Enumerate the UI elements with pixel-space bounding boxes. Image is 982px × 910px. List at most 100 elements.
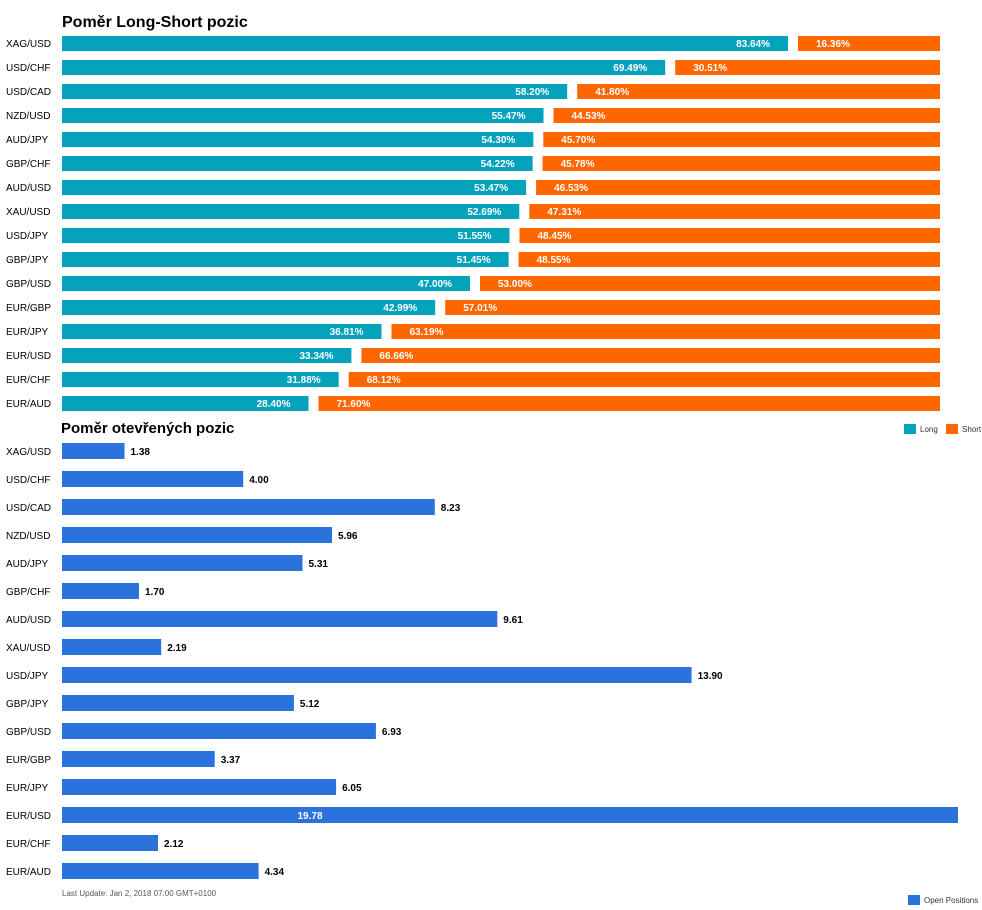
ls-category-label-gbp-chf: GBP/CHF bbox=[6, 159, 50, 170]
legend-long-short: Long Short bbox=[904, 424, 982, 434]
long-bar-aud-jpy bbox=[62, 132, 534, 147]
long-bar-eur-aud bbox=[62, 396, 309, 411]
open-value-label-eur-jpy: 6.05 bbox=[342, 783, 362, 794]
last-update-text: Last Update: Jan 2, 2018 07:00 GMT+0100 bbox=[62, 889, 217, 898]
op-category-label-eur-aud: EUR/AUD bbox=[6, 867, 51, 878]
open-value-label-usd-chf: 4.00 bbox=[249, 475, 269, 486]
short-bar-aud-jpy bbox=[543, 132, 940, 147]
long-bar-eur-jpy bbox=[62, 324, 382, 339]
short-bar-usd-cad bbox=[577, 84, 940, 99]
ls-category-label-gbp-jpy: GBP/JPY bbox=[6, 255, 49, 266]
long-value-label-eur-usd: 33.34% bbox=[299, 351, 333, 362]
open-value-label-xag-usd: 1.38 bbox=[131, 447, 151, 458]
legend-open-label: Open Positions bbox=[924, 896, 978, 905]
short-bar-eur-jpy bbox=[391, 324, 940, 339]
long-value-label-gbp-jpy: 51.45% bbox=[457, 255, 491, 266]
long-short-chart: Poměr Long-Short pozic XAG/USD 83.64% 16.3… bbox=[6, 14, 940, 411]
open-value-label-eur-usd: 19.78 bbox=[297, 811, 322, 822]
op-category-label-gbp-chf: GBP/CHF bbox=[6, 587, 50, 598]
long-bar-usd-chf bbox=[62, 60, 666, 75]
short-value-label-eur-chf: 68.12% bbox=[367, 375, 401, 386]
open-bar-gbp-jpy bbox=[62, 695, 294, 711]
open-value-label-usd-cad: 8.23 bbox=[441, 503, 461, 514]
open-value-label-xau-usd: 2.19 bbox=[167, 643, 187, 654]
ls-category-label-usd-cad: USD/CAD bbox=[6, 87, 51, 98]
short-value-label-aud-jpy: 45.70% bbox=[561, 135, 595, 146]
op-category-label-aud-usd: AUD/USD bbox=[6, 615, 51, 626]
long-short-chart-title: Poměr Long-Short pozic bbox=[62, 14, 248, 31]
long-bar-gbp-chf bbox=[62, 156, 533, 171]
legend-open-swatch bbox=[908, 895, 920, 905]
op-category-label-usd-jpy: USD/JPY bbox=[6, 671, 49, 682]
short-value-label-usd-cad: 41.80% bbox=[595, 87, 629, 98]
long-value-label-aud-jpy: 54.30% bbox=[481, 135, 515, 146]
open-bar-nzd-usd bbox=[62, 527, 332, 543]
short-value-label-eur-gbp: 57.01% bbox=[463, 303, 497, 314]
short-value-label-eur-usd: 66.66% bbox=[379, 351, 413, 362]
op-category-label-eur-jpy: EUR/JPY bbox=[6, 783, 49, 794]
short-bar-xag-usd bbox=[798, 36, 940, 51]
open-bar-usd-cad bbox=[62, 499, 435, 515]
short-value-label-usd-jpy: 48.45% bbox=[538, 231, 572, 242]
ls-category-label-eur-usd: EUR/USD bbox=[6, 351, 51, 362]
short-value-label-eur-jpy: 63.19% bbox=[410, 327, 444, 338]
long-value-label-eur-jpy: 36.81% bbox=[330, 327, 364, 338]
short-bar-nzd-usd bbox=[553, 108, 940, 123]
open-bar-eur-gbp bbox=[62, 751, 215, 767]
long-value-label-xag-usd: 83.64% bbox=[736, 39, 770, 50]
open-value-label-gbp-usd: 6.93 bbox=[382, 727, 402, 738]
open-positions-chart: Poměr otevřených pozic XAG/USD 1.38 USD/CH… bbox=[6, 420, 958, 879]
short-bar-gbp-jpy bbox=[518, 252, 940, 267]
long-value-label-eur-aud: 28.40% bbox=[257, 399, 291, 410]
short-value-label-gbp-usd: 53.00% bbox=[498, 279, 532, 290]
open-bar-aud-jpy bbox=[62, 555, 303, 571]
legend-long-swatch bbox=[904, 424, 916, 434]
long-bar-eur-chf bbox=[62, 372, 339, 387]
open-bar-gbp-chf bbox=[62, 583, 139, 599]
open-value-label-eur-aud: 4.34 bbox=[265, 867, 285, 878]
op-category-label-usd-cad: USD/CAD bbox=[6, 503, 51, 514]
long-value-label-gbp-usd: 47.00% bbox=[418, 279, 452, 290]
open-bar-gbp-usd bbox=[62, 723, 376, 739]
open-bar-usd-chf bbox=[62, 471, 244, 487]
open-bar-eur-aud bbox=[62, 863, 259, 879]
ls-category-label-nzd-usd: NZD/USD bbox=[6, 111, 50, 122]
open-bar-eur-jpy bbox=[62, 779, 337, 795]
legend-short-swatch bbox=[946, 424, 958, 434]
short-value-label-gbp-chf: 45.78% bbox=[561, 159, 595, 170]
short-value-label-aud-usd: 46.53% bbox=[554, 183, 588, 194]
long-value-label-xau-usd: 52.69% bbox=[467, 207, 501, 218]
open-bar-usd-jpy bbox=[62, 667, 692, 683]
long-bar-xau-usd bbox=[62, 204, 520, 219]
short-value-label-eur-aud: 71.60% bbox=[337, 399, 371, 410]
long-value-label-usd-cad: 58.20% bbox=[515, 87, 549, 98]
short-bar-gbp-usd bbox=[480, 276, 940, 291]
open-value-label-gbp-jpy: 5.12 bbox=[300, 699, 320, 710]
long-short-bars: XAG/USD 83.64% 16.36% USD/CHF 69.49% 30.51% US… bbox=[6, 36, 940, 411]
long-value-label-nzd-usd: 55.47% bbox=[492, 111, 526, 122]
op-category-label-gbp-usd: GBP/USD bbox=[6, 727, 51, 738]
short-bar-aud-usd bbox=[536, 180, 940, 195]
open-positions-chart-title: Poměr otevřených pozic bbox=[61, 420, 234, 437]
ls-category-label-eur-gbp: EUR/GBP bbox=[6, 303, 51, 314]
short-bar-eur-gbp bbox=[445, 300, 940, 315]
ls-category-label-aud-jpy: AUD/JPY bbox=[6, 135, 49, 146]
long-value-label-usd-chf: 69.49% bbox=[613, 63, 647, 74]
short-bar-eur-chf bbox=[348, 372, 940, 387]
short-value-label-usd-chf: 30.51% bbox=[693, 63, 727, 74]
open-bar-xag-usd bbox=[62, 443, 125, 459]
ls-category-label-aud-usd: AUD/USD bbox=[6, 183, 51, 194]
ls-category-label-xau-usd: XAU/USD bbox=[6, 207, 50, 218]
short-bar-xau-usd bbox=[529, 204, 940, 219]
open-value-label-eur-chf: 2.12 bbox=[164, 839, 184, 850]
short-bar-gbp-chf bbox=[542, 156, 940, 171]
op-category-label-aud-jpy: AUD/JPY bbox=[6, 559, 49, 570]
long-bar-usd-jpy bbox=[62, 228, 510, 243]
op-category-label-nzd-usd: NZD/USD bbox=[6, 531, 50, 542]
short-bar-eur-aud bbox=[318, 396, 940, 411]
long-bar-eur-gbp bbox=[62, 300, 436, 315]
op-category-label-eur-gbp: EUR/GBP bbox=[6, 755, 51, 766]
legend-open-positions: Open Positions bbox=[908, 895, 978, 905]
